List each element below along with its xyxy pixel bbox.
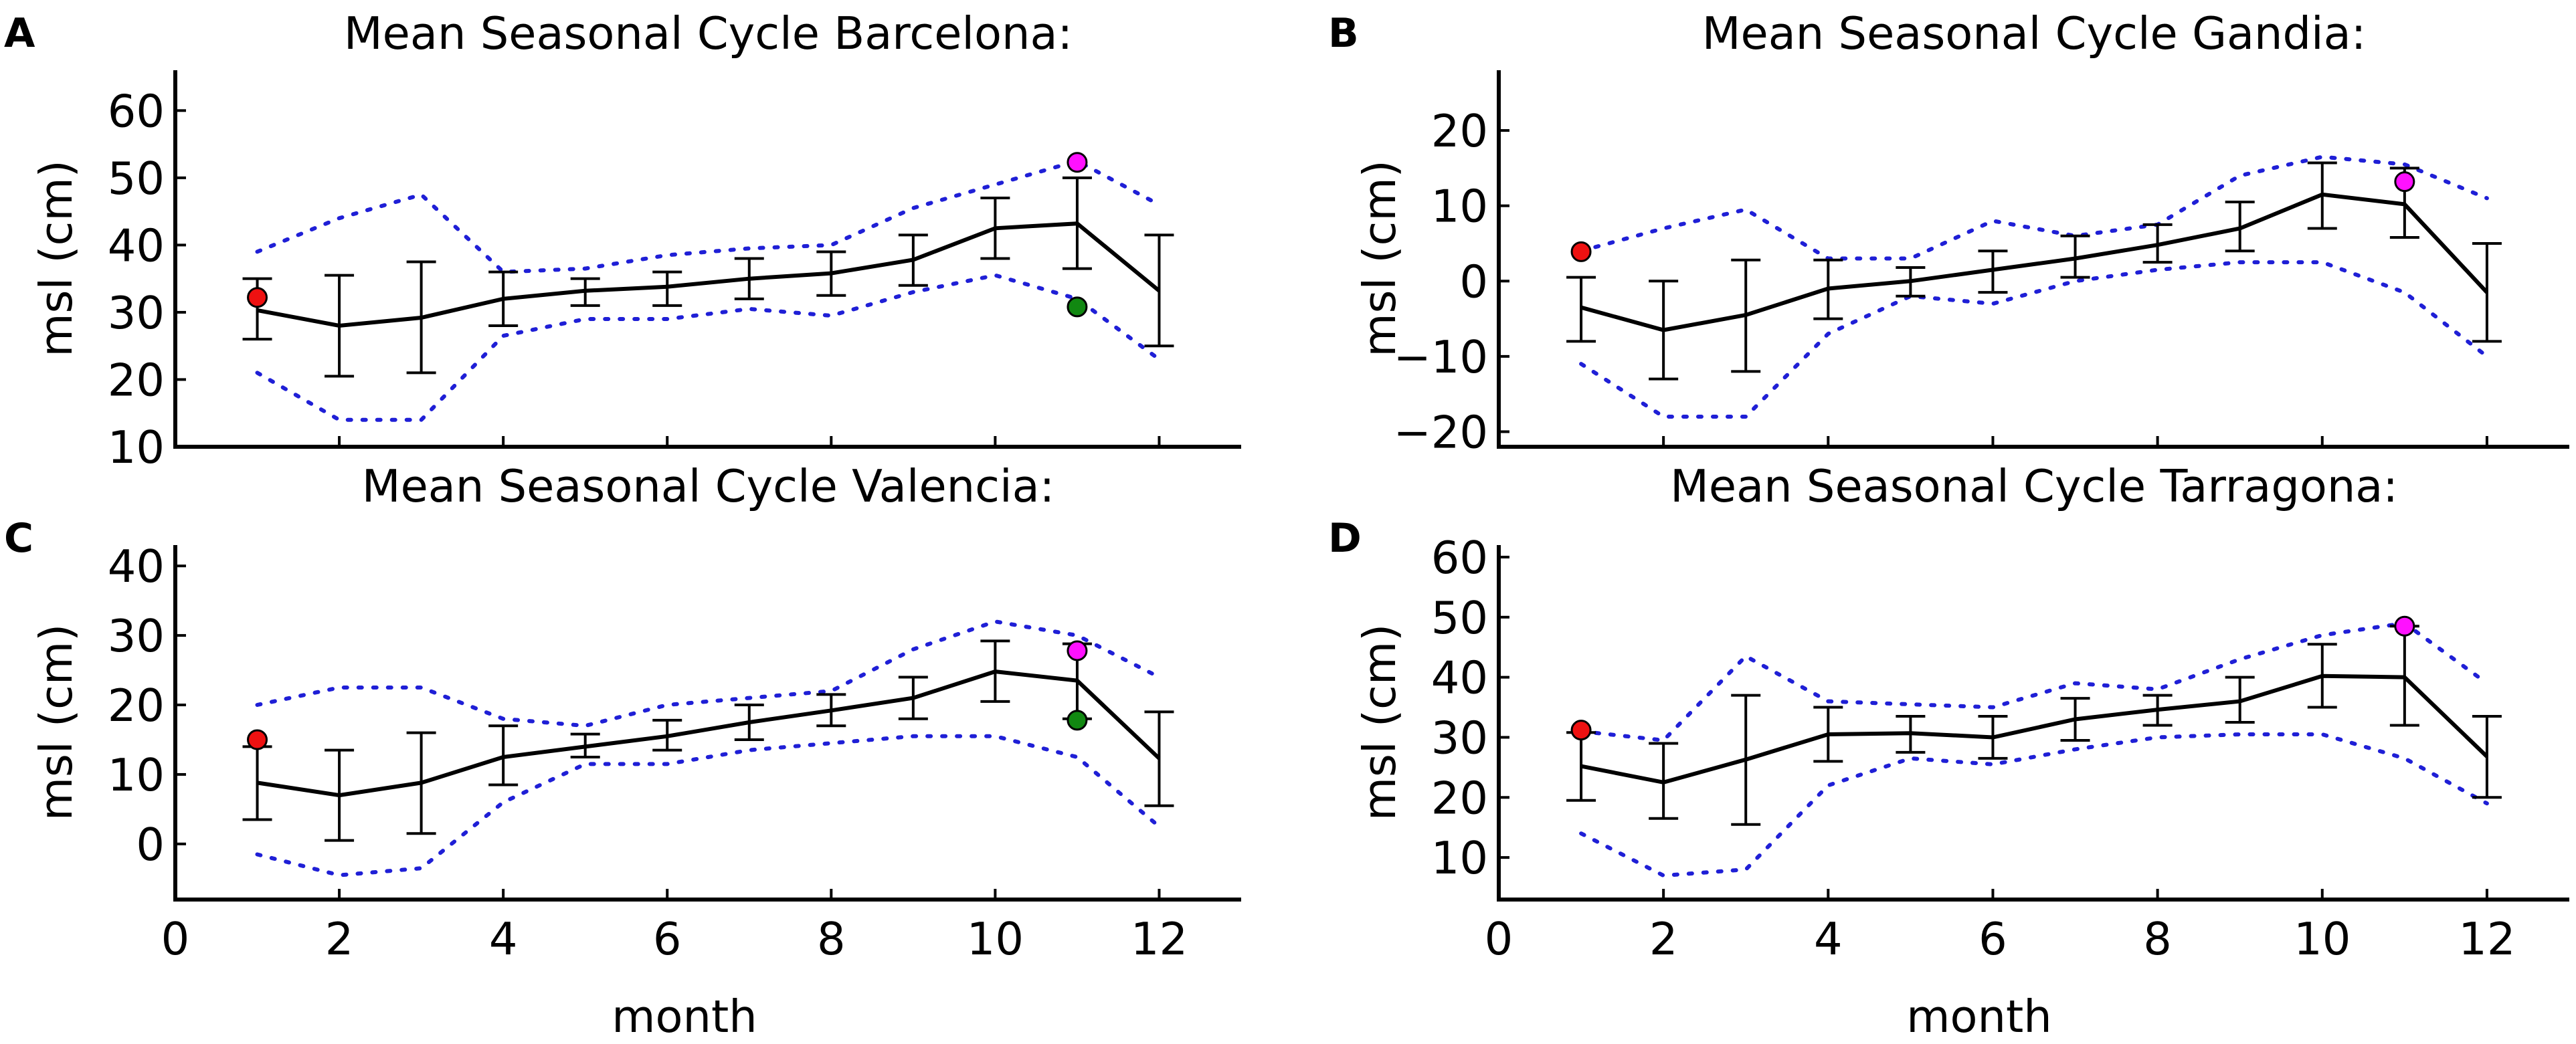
axis-spines — [1497, 545, 2569, 902]
y-tick-label: 10 — [1431, 181, 1488, 233]
y-tick-label: 30 — [108, 287, 165, 339]
red-point — [1570, 241, 1592, 262]
chart-title: Mean Seasonal Cycle Barcelona: — [344, 7, 1073, 60]
panel-letter: D — [1328, 515, 1362, 562]
magenta-point — [1067, 640, 1088, 661]
y-tick-label: 20 — [108, 354, 165, 406]
red-point — [1570, 720, 1592, 741]
x-tick-label: 4 — [489, 913, 518, 965]
y-tick-label: 50 — [1431, 592, 1488, 644]
y-tick-label: 40 — [108, 219, 165, 272]
green-point — [1067, 710, 1088, 731]
panel-b: Mean Seasonal Cycle Gandia: B −20 −10 0 10 20 m… — [1328, 7, 2569, 458]
mean-line — [257, 669, 1161, 798]
y-axis-label: msl (cm) — [30, 160, 82, 356]
y-axis-label: msl (cm) — [1354, 624, 1406, 821]
axis-spines — [173, 70, 1241, 449]
axis-spines — [1497, 70, 2569, 449]
upper-bound-line — [1579, 154, 2489, 261]
upper-bound-line — [1579, 621, 2489, 743]
x-tick-label: 10 — [967, 913, 1024, 965]
y-tick-label: 10 — [1431, 832, 1488, 884]
panel-d: Mean Seasonal Cycle Tarragona:D102030405… — [1328, 460, 2569, 965]
y-tick-label: 20 — [108, 680, 165, 732]
upper-bound-line — [255, 159, 1162, 274]
x-tick-label: 8 — [2143, 913, 2172, 965]
x-tick-label: 8 — [817, 913, 846, 965]
upper-bound-line — [255, 619, 1162, 728]
x-tick-label: 4 — [1814, 913, 1843, 965]
magenta-point — [1067, 152, 1088, 173]
chart-title: Mean Seasonal Cycle Valencia: — [362, 460, 1054, 512]
lower-bound-line — [1579, 732, 2489, 878]
magenta-point — [2394, 615, 2415, 637]
x-tick-label: 0 — [1485, 913, 1513, 965]
green-point — [1067, 296, 1088, 318]
y-tick-label: 40 — [1431, 652, 1488, 704]
x-tick-label: 2 — [1649, 913, 1678, 965]
x-tick-label: 0 — [161, 913, 190, 965]
y-tick-label: −20 — [1394, 406, 1488, 458]
y-tick-label: 60 — [1431, 532, 1488, 584]
x-axis-label: month — [1906, 990, 2051, 1043]
panel-letter: B — [1328, 10, 1359, 57]
y-axis-label: msl (cm) — [1354, 160, 1406, 356]
magenta-point — [2394, 171, 2415, 193]
x-tick-label: 6 — [653, 913, 682, 965]
red-point — [247, 729, 268, 750]
y-tick-label: 50 — [108, 152, 165, 205]
lower-bound-line — [255, 273, 1162, 422]
red-point — [247, 287, 268, 308]
y-tick-label: 10 — [108, 749, 165, 801]
error-bar — [1144, 710, 1174, 807]
mean-line — [1580, 673, 2488, 785]
y-tick-label: 20 — [1431, 772, 1488, 824]
panel-a: Mean Seasonal Cycle Barcelona: A 10 20 30 40 5… — [4, 7, 1241, 474]
mean-line — [256, 221, 1161, 328]
chart-title: Mean Seasonal Cycle Gandia: — [1702, 7, 2367, 60]
mean-line — [1580, 192, 2489, 332]
y-tick-label: 10 — [108, 421, 165, 474]
y-tick-label: 0 — [1459, 255, 1488, 308]
y-tick-label: 40 — [108, 540, 165, 593]
y-tick-label: 30 — [1431, 712, 1488, 764]
panel-c: Mean Seasonal Cycle Valencia: C 0 10 20 30 40 0… — [4, 460, 1241, 965]
panel-letter: A — [4, 10, 35, 57]
chart-title: Mean Seasonal Cycle Tarragona: — [1670, 460, 2398, 512]
error-bar — [652, 270, 682, 307]
lower-bound-line — [1579, 260, 2489, 419]
y-tick-label: 20 — [1431, 105, 1488, 157]
panel-letter: C — [4, 515, 33, 562]
lower-bound-line — [255, 734, 1162, 877]
x-axis-label: month — [612, 990, 757, 1043]
y-tick-label: 0 — [136, 819, 165, 871]
x-tick-label: 2 — [325, 913, 354, 965]
y-axis-label: msl (cm) — [30, 624, 82, 821]
x-tick-label: 12 — [2458, 913, 2515, 965]
x-tick-label: 6 — [1979, 913, 2007, 965]
y-tick-label: 30 — [108, 610, 165, 662]
y-tick-label: 60 — [108, 85, 165, 137]
x-tick-label: 12 — [1131, 913, 1188, 965]
error-bar — [2472, 715, 2502, 799]
x-tick-label: 10 — [2294, 913, 2351, 965]
y-tick-label: −10 — [1394, 331, 1488, 383]
